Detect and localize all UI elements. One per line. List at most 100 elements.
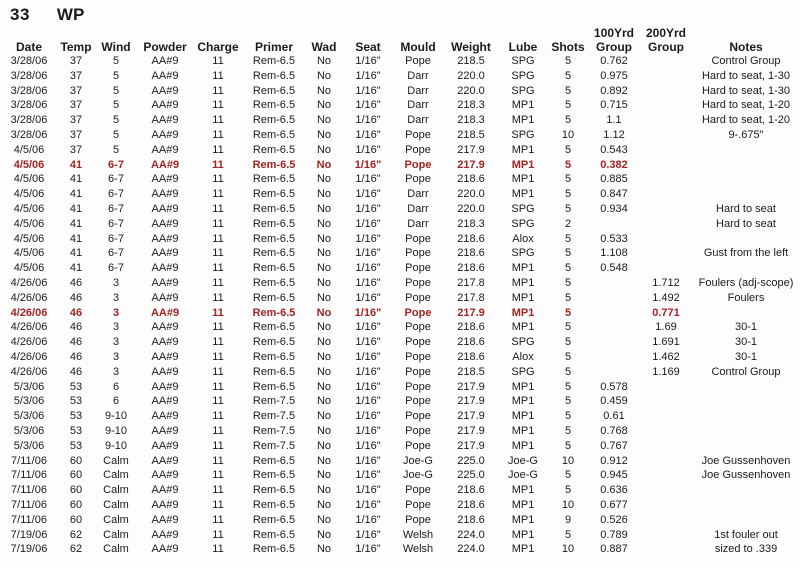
cell-charge: 11 xyxy=(212,321,224,334)
cell-group100 xyxy=(588,306,640,321)
cell-wind: Calm xyxy=(103,543,129,556)
page-title: 33 WP xyxy=(10,5,84,25)
cell-wind: 5 xyxy=(112,99,120,112)
table-row: 5/3/06 53 6 AA#9 11 Rem-7.5 No 1/16" Pope 217.9 MP… xyxy=(0,394,800,409)
cell-powder: AA#9 xyxy=(151,380,179,393)
cell-wind: 3 xyxy=(112,321,120,334)
cell-temp: 60 xyxy=(69,513,83,526)
table-row: 4/5/06 41 6-7 AA#9 11 Rem-6.5 No 1/16" Darr 220.0… xyxy=(0,187,800,202)
cell-lube: MP1 xyxy=(511,513,535,526)
cell-notes: Hard to seat, 1-30 xyxy=(701,69,791,82)
column-header-label: Group xyxy=(596,40,632,54)
cell-group100: 0.636 xyxy=(600,484,628,497)
column-header-label: Date xyxy=(15,40,42,54)
cell-lube: SPG xyxy=(511,217,535,230)
cell-weight: 218.3 xyxy=(457,99,485,112)
cell-shots: 5 xyxy=(564,55,572,67)
cell-group100: 0.533 xyxy=(600,232,628,245)
table-row: 4/5/06 37 5 AA#9 11 Rem-6.5 No 1/16" Pope 217.9 MP… xyxy=(0,143,800,158)
cell-group200 xyxy=(640,261,692,276)
cell-date: 3/28/06 xyxy=(10,84,48,97)
cell-primer: Rem-7.5 xyxy=(252,395,296,408)
cell-charge: 11 xyxy=(212,528,224,541)
cell-temp: 37 xyxy=(69,55,83,67)
column-header-label: Temp xyxy=(60,40,92,54)
cell-group100: 0.548 xyxy=(600,262,628,275)
cell-powder: AA#9 xyxy=(151,143,179,156)
cell-temp: 37 xyxy=(69,143,83,156)
cell-wind: 3 xyxy=(112,336,120,349)
cell-date: 7/19/06 xyxy=(10,528,48,541)
cell-mould: Joe-G xyxy=(403,469,433,482)
cell-shots: 5 xyxy=(564,395,572,408)
cell-primer: Rem-6.5 xyxy=(252,202,296,215)
cell-seat: 1/16" xyxy=(355,188,381,201)
cell-date: 4/5/06 xyxy=(13,188,45,201)
cell-shots: 5 xyxy=(564,350,572,363)
cell-mould: Pope xyxy=(405,336,431,349)
cell-powder: AA#9 xyxy=(151,55,179,67)
column-header-charge: Charge xyxy=(192,18,244,54)
column-header-group100: 100Yrd Group xyxy=(588,18,640,54)
cell-seat: 1/16" xyxy=(355,202,381,215)
cell-powder: AA#9 xyxy=(151,173,179,186)
cell-shots: 5 xyxy=(564,188,572,201)
cell-charge: 11 xyxy=(212,484,224,497)
table-row: 4/5/06 41 6-7 AA#9 11 Rem-6.5 No 1/16" Pope 218.6… xyxy=(0,232,800,247)
cell-wind: 3 xyxy=(112,365,120,378)
cell-powder: AA#9 xyxy=(151,439,179,452)
table-row: 4/26/06 46 3 AA#9 11 Rem-6.5 No 1/16" Pope 217.9 M… xyxy=(0,306,800,321)
cell-lube: Joe-G xyxy=(508,469,538,482)
cell-wind: 6-7 xyxy=(108,173,124,186)
cell-primer: Rem-6.5 xyxy=(252,262,296,275)
cell-mould: Pope xyxy=(405,247,431,260)
cell-notes: Hard to seat, 1-20 xyxy=(701,114,791,127)
column-header-wad: Wad xyxy=(304,18,344,54)
cell-temp: 37 xyxy=(69,128,83,141)
cell-wad: No xyxy=(316,380,332,393)
cell-charge: 11 xyxy=(212,469,224,482)
cell-date: 3/28/06 xyxy=(10,55,48,67)
cell-lube: MP1 xyxy=(511,498,535,511)
column-header-label: Wad xyxy=(311,40,337,54)
cell-group100: 0.934 xyxy=(600,202,628,215)
cell-group100: 0.526 xyxy=(600,513,628,526)
table-row: 5/3/06 53 9-10 AA#9 11 Rem-7.5 No 1/16" Pope 217.… xyxy=(0,409,800,424)
cell-group200 xyxy=(640,202,692,217)
cell-wad: No xyxy=(316,188,332,201)
cell-charge: 11 xyxy=(212,380,224,393)
cell-mould: Pope xyxy=(405,143,431,156)
column-header-label: Lube xyxy=(508,40,538,54)
cell-group100: 0.885 xyxy=(600,173,628,186)
cell-shots: 5 xyxy=(564,99,572,112)
cell-seat: 1/16" xyxy=(355,262,381,275)
cell-shots: 2 xyxy=(564,217,572,230)
cell-lube: MP1 xyxy=(511,543,535,556)
cell-wind: 5 xyxy=(112,55,120,67)
column-header-wind: Wind xyxy=(94,18,138,54)
cell-powder: AA#9 xyxy=(151,350,179,363)
cell-wad: No xyxy=(316,365,332,378)
cell-shots: 5 xyxy=(564,173,572,186)
cell-charge: 11 xyxy=(212,543,224,556)
cell-seat: 1/16" xyxy=(355,469,381,482)
cell-primer: Rem-6.5 xyxy=(252,232,296,245)
cell-group100 xyxy=(588,365,640,380)
cell-notes xyxy=(692,261,800,276)
cell-primer: Rem-6.5 xyxy=(252,528,296,541)
cell-shots: 5 xyxy=(564,484,572,497)
cell-lube: MP1 xyxy=(511,410,535,423)
cell-shots: 5 xyxy=(564,84,572,97)
cell-primer: Rem-6.5 xyxy=(252,543,296,556)
cell-mould: Pope xyxy=(405,498,431,511)
cell-wad: No xyxy=(316,513,332,526)
cell-wind: 5 xyxy=(112,114,120,127)
cell-seat: 1/16" xyxy=(355,410,381,423)
cell-wad: No xyxy=(316,291,332,304)
cell-primer: Rem-6.5 xyxy=(252,143,296,156)
cell-weight: 225.0 xyxy=(457,454,485,467)
cell-temp: 62 xyxy=(69,543,83,556)
cell-charge: 11 xyxy=(212,217,224,230)
cell-lube: Alox xyxy=(512,350,534,363)
